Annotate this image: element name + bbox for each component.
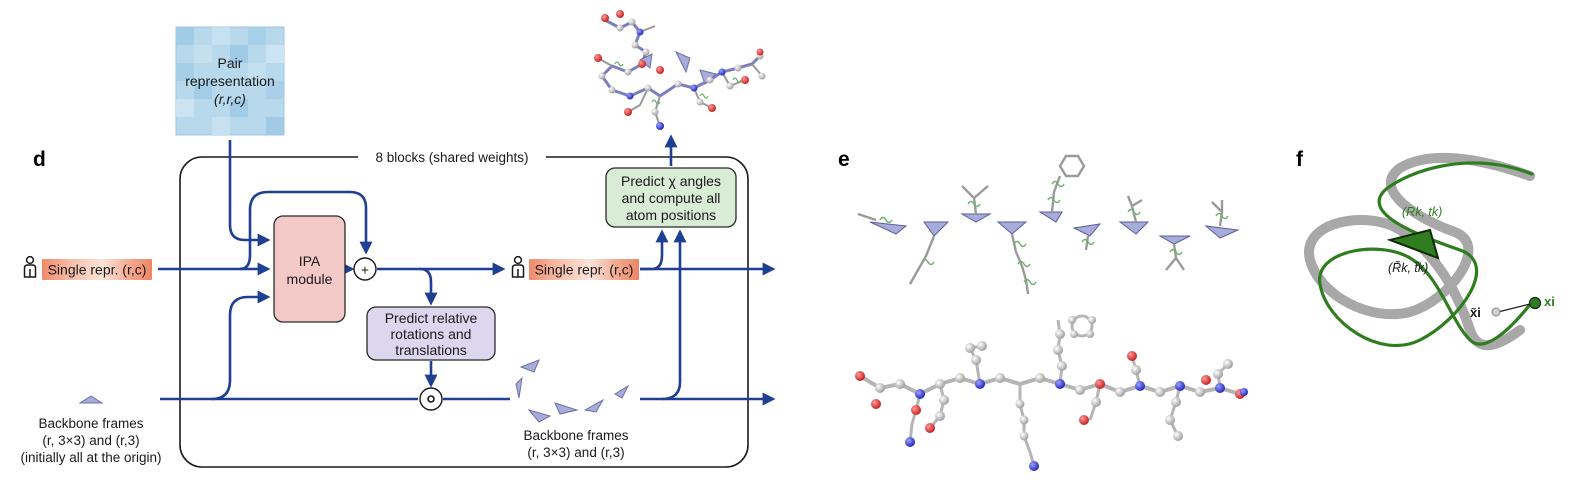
panel-e-frames-row <box>857 154 1240 295</box>
backbone-in-line3: (initially all at the origin) <box>20 450 161 465</box>
plus-node: + <box>353 257 377 281</box>
panel-letter-e: e <box>838 148 850 171</box>
panel-letter-d: d <box>33 148 46 171</box>
pair-rep-line1: Pair <box>218 55 243 71</box>
ipa-module: IPA module <box>273 215 346 323</box>
ipa-line2: module <box>287 271 333 287</box>
panel-e-chain-image <box>855 314 1248 471</box>
frame-pred-label: (R̃k, t̃k) <box>1388 260 1428 275</box>
pair-rep-line3: (r,r,c) <box>214 91 246 107</box>
backbone-output-frames <box>515 359 630 423</box>
panel-d-arrows <box>158 134 776 406</box>
backbone-input: Backbone frames (r, 3×3) and (r,3) (init… <box>20 395 162 465</box>
predict-rel-line1: Predict relative <box>385 310 478 326</box>
ipa-line1: IPA <box>299 253 321 269</box>
x-pred-label: x̃i <box>1470 305 1481 320</box>
panel-letter-f: f <box>1296 148 1304 171</box>
blocks-label: 8 blocks (shared weights) <box>375 150 528 165</box>
pair-representation: Pair representation (r,r,c) <box>175 26 285 136</box>
predict-chi-box: Predict χ angles and compute all atom po… <box>605 167 737 228</box>
frame-triangle-icon <box>78 395 104 404</box>
single-repr-out-label: Single repr. (r,c) <box>535 262 634 278</box>
compose-node <box>419 387 443 411</box>
predict-relative-box: Predict relative rotations and translati… <box>366 306 496 361</box>
predict-rel-line3: translations <box>395 342 467 358</box>
predict-rel-line2: rotations and <box>391 326 472 342</box>
panel-f-ribbons <box>1304 152 1542 351</box>
pair-rep-line2: representation <box>185 73 275 89</box>
person-icon <box>23 255 37 278</box>
compose-icon <box>427 395 435 403</box>
single-repr-input: Single repr. (r,c) <box>23 255 152 280</box>
predict-chi-line2: and compute all <box>622 190 721 206</box>
backbone-out-line2: (r, 3×3) and (r,3) <box>527 445 624 460</box>
frame-true-label: (Rk, tk) <box>1402 205 1442 219</box>
predict-chi-line3: atom positions <box>626 207 716 223</box>
single-repr-output: Single repr. (r,c) <box>511 255 639 280</box>
single-repr-in-label: Single repr. (r,c) <box>48 262 147 278</box>
backbone-in-line1: Backbone frames <box>38 416 143 431</box>
predicted-structure-image <box>594 10 766 130</box>
person-icon <box>511 255 525 278</box>
predict-chi-line1: Predict χ angles <box>621 173 721 189</box>
x-true-label: xi <box>1544 294 1555 309</box>
backbone-in-line2: (r, 3×3) and (r,3) <box>42 433 139 448</box>
backbone-out-line1: Backbone frames <box>523 428 628 443</box>
blocks-label-bg <box>358 149 546 167</box>
backbone-output: Backbone frames (r, 3×3) and (r,3) <box>523 428 628 460</box>
plus-symbol: + <box>361 262 369 278</box>
